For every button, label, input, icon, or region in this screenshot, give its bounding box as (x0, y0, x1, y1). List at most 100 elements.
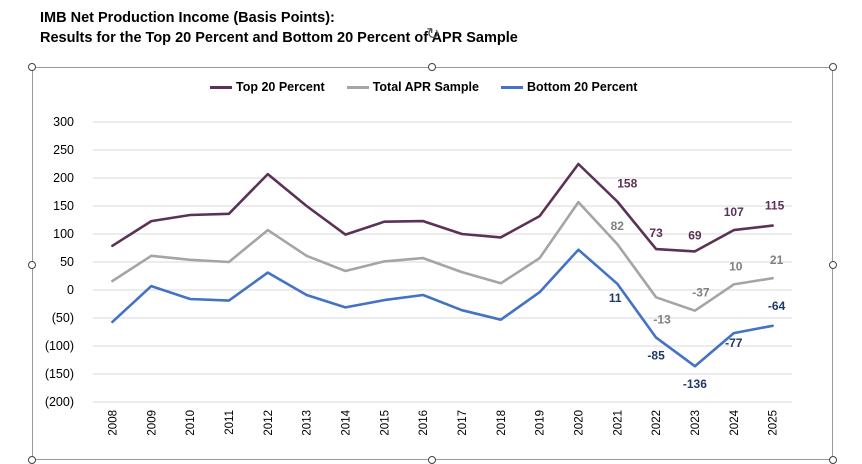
data-point (305, 205, 308, 208)
x-tick-label: 2012 (263, 410, 275, 436)
resize-handle-middle-right[interactable] (829, 261, 837, 269)
data-label: 69 (688, 228, 702, 242)
series-line-0 (111, 162, 774, 253)
data-point (771, 324, 774, 327)
rotate-icon[interactable]: ↻ (426, 26, 440, 43)
data-point (383, 260, 386, 263)
x-tick-label: 2013 (302, 410, 314, 436)
data-label: 73 (649, 226, 663, 240)
x-tick-label: 2021 (612, 410, 624, 436)
y-tick-label: 300 (53, 115, 74, 129)
data-point (150, 220, 153, 223)
data-point (383, 299, 386, 302)
resize-handle-top-right[interactable] (829, 63, 837, 71)
y-tick-label: 50 (60, 255, 74, 269)
data-point (616, 200, 619, 203)
legend-label-total: Total APR Sample (372, 80, 479, 94)
data-label: -37 (692, 286, 710, 300)
data-point (616, 243, 619, 246)
data-label: 107 (724, 205, 744, 219)
data-point (266, 173, 269, 176)
data-point (616, 282, 619, 285)
data-point (344, 306, 347, 309)
data-point (461, 233, 464, 236)
data-point (538, 257, 541, 260)
y-tick-label: 100 (53, 227, 74, 241)
data-point (732, 332, 735, 335)
data-label: -85 (647, 349, 665, 363)
data-point (538, 291, 541, 294)
data-label: -64 (768, 299, 786, 313)
x-tick-label: 2009 (146, 410, 158, 436)
data-point (189, 214, 192, 217)
data-point (577, 163, 580, 166)
data-label: 115 (765, 199, 785, 213)
x-tick-label: 2017 (457, 410, 469, 436)
legend-label-bottom-20: Bottom 20 Percent (526, 80, 638, 94)
data-point (577, 201, 580, 204)
data-point (422, 220, 425, 223)
x-tick-label: 2015 (379, 410, 391, 436)
legend-label-top-20: Top 20 Percent (236, 80, 325, 94)
y-tick-label: (150) (45, 367, 74, 381)
y-tick-label: (100) (45, 339, 74, 353)
y-tick-label: 0 (67, 283, 74, 297)
data-point (771, 277, 774, 280)
data-point (577, 248, 580, 251)
data-label: 11 (609, 291, 622, 305)
data-point (771, 224, 774, 227)
legend-item-top-20: Top 20 Percent (210, 80, 325, 94)
data-point (383, 220, 386, 223)
data-point (655, 248, 658, 251)
y-tick-label: (50) (52, 311, 74, 325)
data-point (228, 299, 231, 302)
chart-subtitle: Results for the Top 20 Percent and Botto… (40, 30, 518, 46)
legend-item-bottom-20: Bottom 20 Percent (500, 80, 638, 94)
data-point (111, 321, 114, 324)
chart-legend: Top 20 Percent Total APR Sample Bottom 2… (210, 80, 637, 94)
x-tick-label: 2023 (690, 410, 702, 436)
data-point (461, 309, 464, 312)
data-point (266, 229, 269, 232)
x-tick-label: 2024 (729, 409, 741, 435)
data-label: -77 (725, 336, 743, 350)
x-tick-label: 2010 (185, 410, 197, 436)
data-point (461, 271, 464, 274)
data-point (266, 271, 269, 274)
data-point (499, 318, 502, 321)
x-tick-label: 2008 (107, 410, 119, 436)
x-tick-label: 2022 (651, 410, 663, 436)
x-tick-label: 2011 (224, 410, 236, 435)
data-point (732, 283, 735, 286)
data-point (694, 309, 697, 312)
data-point (111, 280, 114, 283)
chart-title: IMB Net Production Income (Basis Points)… (40, 10, 335, 26)
data-label: 82 (611, 219, 625, 233)
data-point (228, 212, 231, 215)
data-point (732, 229, 735, 232)
data-point (499, 236, 502, 239)
data-point (694, 365, 697, 368)
data-label: 10 (729, 259, 743, 273)
legend-swatch-top-20 (210, 85, 232, 89)
x-tick-label: 2020 (573, 410, 585, 436)
resize-handle-top-middle[interactable] (428, 63, 436, 71)
data-point (150, 285, 153, 288)
data-point (305, 254, 308, 257)
data-point (228, 261, 231, 264)
data-point (111, 244, 114, 247)
data-point (499, 282, 502, 285)
series-line-1 (111, 200, 774, 313)
resize-handle-middle-left[interactable] (28, 261, 36, 269)
data-point (655, 336, 658, 339)
x-tick-label: 2018 (496, 410, 508, 436)
y-tick-label: 150 (53, 199, 74, 213)
y-tick-label: 200 (53, 171, 74, 185)
data-point (150, 254, 153, 257)
chart-title-block: IMB Net Production Income (Basis Points)… (40, 8, 518, 48)
resize-handle-top-left[interactable] (28, 63, 36, 71)
data-label: -13 (653, 312, 671, 326)
data-point (189, 298, 192, 301)
x-tick-label: 2019 (535, 410, 547, 436)
